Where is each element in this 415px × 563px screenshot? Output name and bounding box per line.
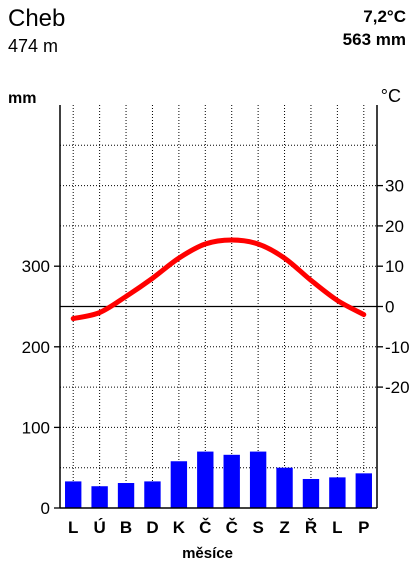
precipitation-bar	[91, 486, 108, 508]
month-label: S	[252, 518, 263, 537]
precipitation-bar	[117, 483, 135, 508]
precipitation-bar	[355, 473, 372, 508]
temperature-unit-label: °C	[380, 86, 401, 106]
month-label: D	[146, 518, 158, 537]
station-name: Cheb	[8, 5, 66, 32]
right-tick-label: 30	[385, 177, 404, 196]
month-label: B	[120, 518, 132, 537]
month-label: Z	[279, 518, 289, 537]
month-label: Ř	[305, 518, 317, 537]
month-label: Č	[199, 518, 211, 537]
precipitation-bar	[302, 478, 320, 508]
temperature-curve	[70, 237, 367, 322]
mean-annual-temperature: 7,2°C	[363, 7, 406, 26]
precipitation-bar	[65, 481, 82, 508]
month-label: Ú	[93, 518, 105, 537]
right-tick-label: 10	[385, 257, 404, 276]
station-elevation: 474 m	[8, 36, 59, 56]
precipitation-bar	[276, 467, 293, 508]
right-tick-label: -20	[385, 378, 410, 397]
precipitation-bar	[170, 461, 188, 508]
month-label: P	[358, 518, 369, 537]
precipitation-bars	[65, 451, 372, 508]
left-tick-label: 0	[41, 499, 50, 518]
month-label: L	[68, 518, 78, 537]
month-label: L	[332, 518, 342, 537]
right-axis-ticks: -20 -10 0 10 20 30	[377, 177, 410, 397]
left-tick-label: 100	[22, 418, 50, 437]
right-tick-label: -10	[385, 338, 410, 357]
month-label: Č	[226, 518, 238, 537]
x-axis-title: měsíce	[182, 545, 233, 562]
right-tick-label: 20	[385, 217, 404, 236]
precipitation-bar	[223, 454, 240, 508]
left-tick-label: 300	[22, 257, 50, 276]
left-axis-ticks: 0 100 200 300	[22, 257, 60, 518]
precipitation-unit-label: mm	[8, 90, 37, 107]
annual-precipitation-total: 563 mm	[342, 30, 406, 49]
precipitation-bar	[329, 477, 346, 508]
temperature-line	[70, 237, 367, 322]
precipitation-bar	[249, 451, 267, 508]
left-tick-label: 200	[22, 338, 50, 357]
precipitation-bar	[144, 481, 161, 508]
precipitation-bar	[197, 451, 214, 508]
right-tick-label: 0	[385, 298, 394, 317]
month-label: K	[173, 518, 186, 537]
